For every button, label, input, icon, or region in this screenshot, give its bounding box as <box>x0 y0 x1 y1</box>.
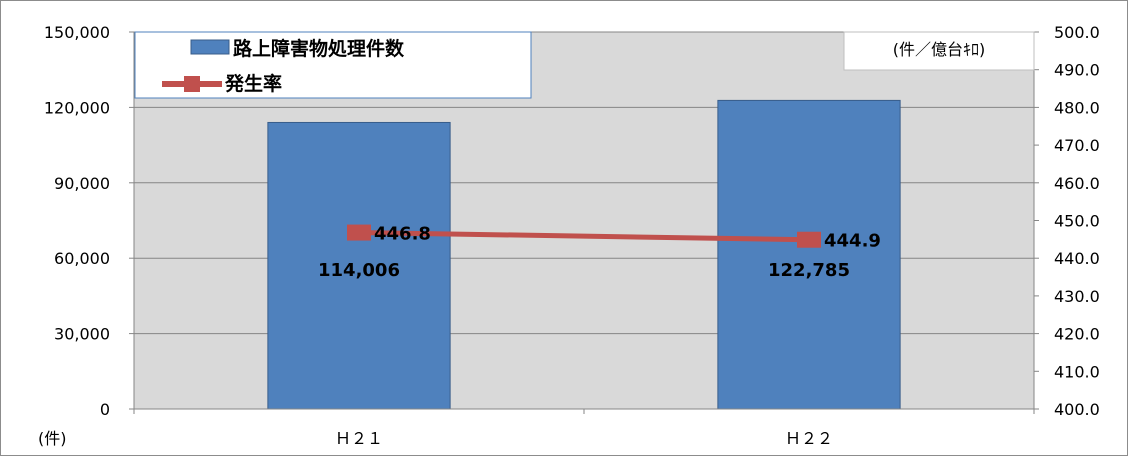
legend-line-label: 発生率 <box>224 72 282 95</box>
legend: 路上障害物処理件数 発生率 <box>134 31 532 99</box>
bar <box>267 121 451 410</box>
line-data-label: 446.8 <box>374 224 431 245</box>
bar <box>717 99 901 410</box>
right-axis-tick-label: 420.0 <box>1054 325 1100 344</box>
right-axis-tick-label: 450.0 <box>1054 212 1100 231</box>
left-axis-tick-label: 30,000 <box>54 325 110 344</box>
right-axis-tick-label: 500.0 <box>1054 23 1100 42</box>
left-axis-tick-label: 120,000 <box>44 98 110 117</box>
line-path <box>358 230 810 243</box>
left-axis-tick-label: 0 <box>100 400 110 419</box>
right-axis-tick-label: 440.0 <box>1054 249 1100 268</box>
right-axis-ticks: 400.0 410.0 420.0 430.0 440.0 450.0 460.0 470.0… <box>1034 23 1100 419</box>
bar-data-labels: 114,006 122,785 <box>318 260 850 281</box>
line-marker <box>797 231 821 248</box>
category-label: Ｈ２１ <box>335 429 383 448</box>
legend-line-marker <box>184 76 200 92</box>
right-axis-tick-label: 430.0 <box>1054 287 1100 306</box>
category-label: Ｈ２２ <box>785 429 833 448</box>
right-axis-tick-label: 460.0 <box>1054 174 1100 193</box>
legend-bar-swatch <box>190 39 230 55</box>
left-axis-tick-label: 150,000 <box>44 23 110 42</box>
right-axis-tick-label: 490.0 <box>1054 61 1100 80</box>
left-axis-tick-label: 60,000 <box>54 249 110 268</box>
right-axis-tick-label: 480.0 <box>1054 98 1100 117</box>
left-axis-ticks: 0 30,000 60,000 90,000 120,000 150,000 <box>44 23 134 419</box>
right-axis-unit-label: (件／億台ｷﾛ) <box>893 40 986 59</box>
bar-data-label: 122,785 <box>768 260 850 281</box>
left-axis-unit-label: (件) <box>38 429 67 448</box>
bar-series <box>267 99 901 410</box>
right-axis-tick-label: 470.0 <box>1054 136 1100 155</box>
line-series: 446.8 444.9 <box>347 224 881 252</box>
right-axis-tick-label: 400.0 <box>1054 400 1100 419</box>
line-marker <box>347 224 371 241</box>
bar-data-label: 114,006 <box>318 260 400 281</box>
line-data-label: 444.9 <box>824 231 881 252</box>
category-labels: Ｈ２１ Ｈ２２ <box>335 429 833 448</box>
right-axis-unit-box: (件／億台ｷﾛ) <box>843 31 1035 71</box>
right-axis-tick-label: 410.0 <box>1054 362 1100 381</box>
legend-bar-label: 路上障害物処理件数 <box>233 37 405 60</box>
left-axis-tick-label: 90,000 <box>54 174 110 193</box>
